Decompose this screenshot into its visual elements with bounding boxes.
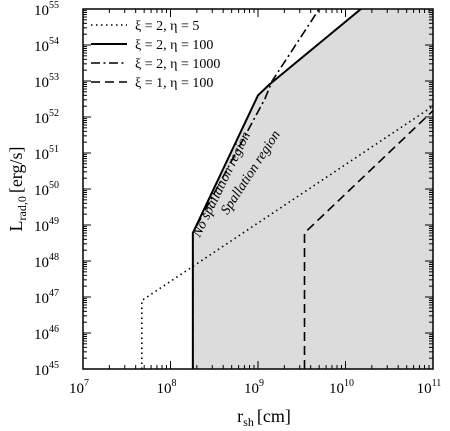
y-tick-label: 1047: [34, 288, 59, 307]
y-tick-label: 1053: [34, 72, 59, 91]
x-tick-label: 108: [157, 378, 177, 397]
series-line-4: [303, 110, 433, 369]
y-tick-label: 1050: [34, 180, 59, 199]
y-tick-label: 1048: [34, 252, 59, 271]
x-axis-label: rsh [cm]: [237, 406, 291, 429]
y-tick-label: 1049: [34, 216, 59, 235]
legend-label-4: ξ = 1, η = 100: [135, 76, 213, 91]
y-tick-label: 1045: [34, 360, 59, 379]
y-tick-label: 1052: [34, 108, 59, 127]
axis-labels: rsh [cm] Lrad,0[erg/s]: [6, 147, 291, 429]
y-tick-label: 1055: [34, 0, 59, 19]
legend-label-3: ξ = 2, η = 1000: [135, 57, 220, 72]
series-line-3: [192, 9, 320, 369]
legend-label-1: ξ = 2, η = 5: [135, 19, 199, 34]
x-tick-label: 1011: [417, 378, 442, 397]
legend-label-2: ξ = 2, η = 100: [135, 38, 213, 53]
y-tick-label: 1054: [34, 36, 59, 55]
y-axis-label: Lrad,0[erg/s]: [6, 147, 29, 232]
x-tick-label: 1010: [329, 378, 354, 397]
y-tick-label: 1051: [34, 144, 59, 163]
axes-layer: 107 108 109 1010 1011 1045 1046 1047 1048 1049 105…: [34, 0, 441, 397]
shaded-region-layer: [192, 9, 433, 369]
series-layer: [141, 9, 433, 369]
y-tick-label: 1046: [34, 324, 59, 343]
legend: ξ = 2, η = 5 ξ = 2, η = 100 ξ = 2, η = 100…: [91, 19, 220, 91]
spallation-shaded-region: [192, 9, 433, 369]
x-tick-label: 109: [244, 378, 264, 397]
x-tick-label: 107: [69, 378, 89, 397]
